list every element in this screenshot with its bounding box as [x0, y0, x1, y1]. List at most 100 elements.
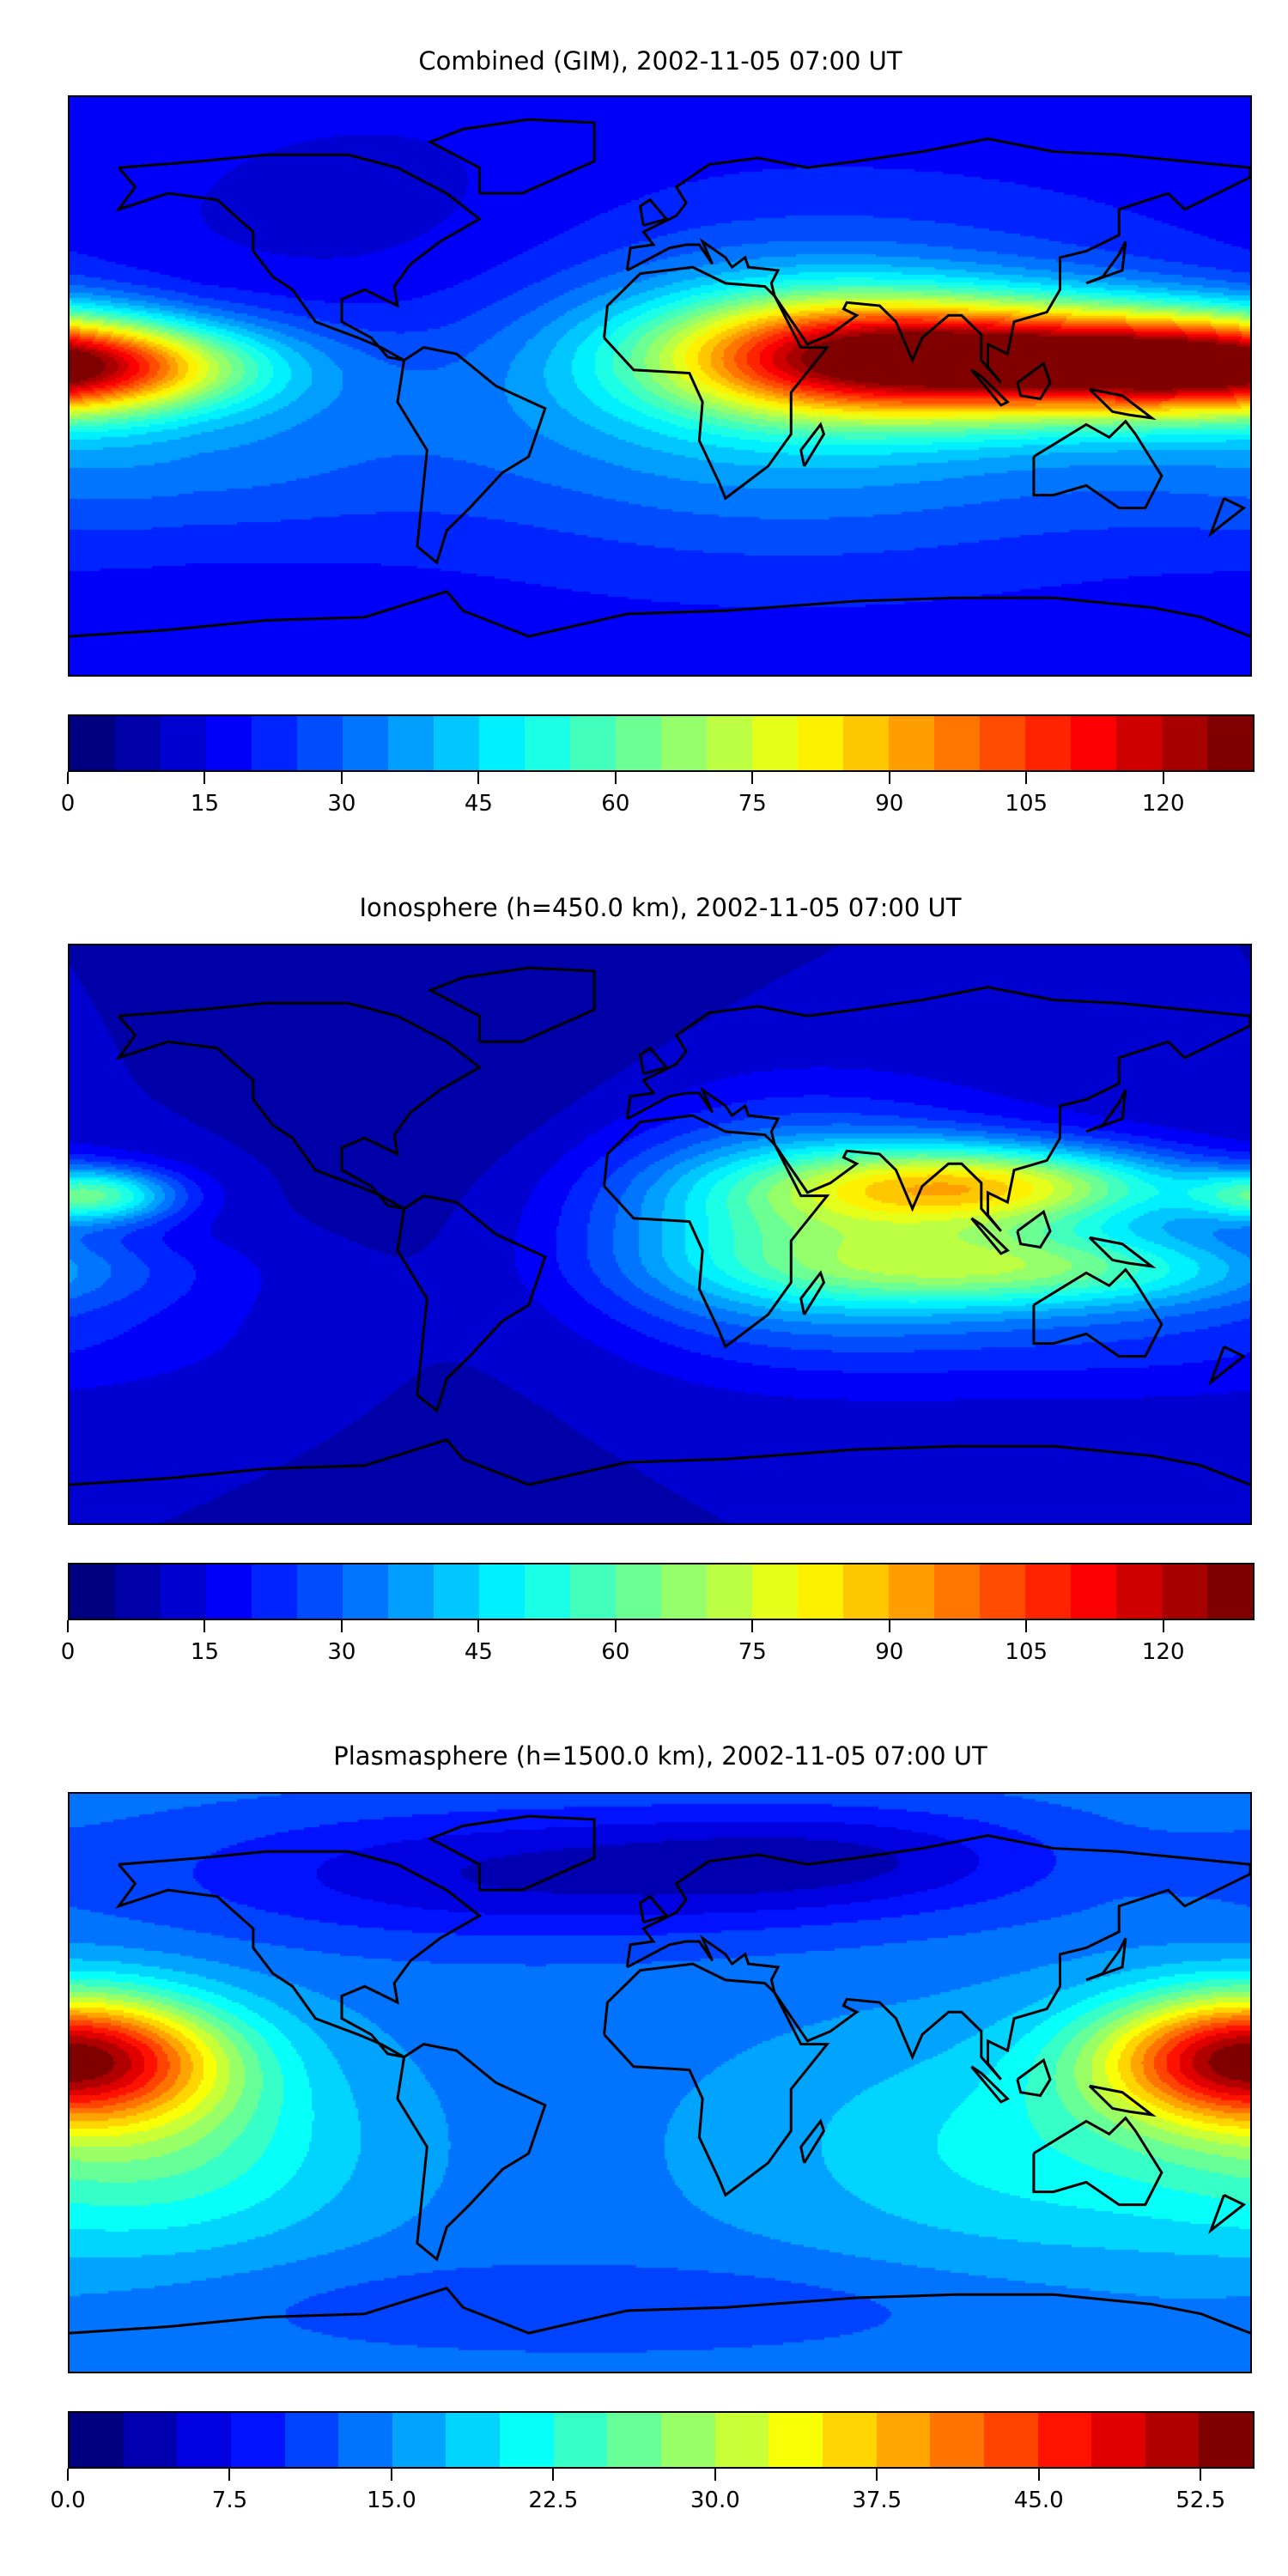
coastline	[603, 265, 830, 501]
colorbar-bin	[161, 716, 206, 770]
colorbar-bin	[752, 716, 798, 770]
coastline	[970, 1217, 1010, 1255]
coastline	[638, 197, 669, 228]
colorbar-bin	[525, 716, 570, 770]
coastline	[1016, 361, 1052, 401]
coastline	[1085, 1089, 1127, 1133]
coastline	[638, 1894, 669, 1924]
coastlines-plasmasphere	[70, 1814, 1250, 2335]
coastline	[1085, 240, 1127, 285]
colorbar-tick-mark	[888, 772, 890, 784]
coastline	[1032, 419, 1163, 510]
coastline	[625, 986, 1250, 1232]
colorbar-bin	[1071, 716, 1116, 770]
chart-title-combined: Combined (GIM), 2002-11-05 07:00 UT	[418, 46, 902, 76]
colorbar-bin	[661, 1564, 707, 1619]
colorbar-bin	[446, 2413, 501, 2467]
coastline	[70, 2287, 1250, 2335]
coastline	[603, 1962, 830, 2197]
colorbar-bin	[570, 1564, 616, 1619]
map-combined	[68, 95, 1252, 677]
colorbar-bin	[798, 716, 843, 770]
colorbar-bin	[714, 2413, 769, 2467]
colorbar-tick-label: 0	[60, 791, 76, 817]
colorbar-tick-mark	[67, 2469, 69, 2481]
colorbar-bin	[822, 2413, 877, 2467]
colorbar-tick-label: 75	[738, 1639, 767, 1665]
colorbar-bin	[843, 716, 889, 770]
colorbar-bin	[661, 2413, 715, 2467]
colorbar-ticks-plasmasphere: 0.0 7.5 15.0 22.5 30.0 37.5 45.0 52.5	[50, 2469, 1255, 2520]
coastline	[625, 137, 1250, 384]
colorbar-tick-label: 22.5	[528, 2488, 579, 2513]
colorbar-tick-label: 0.0	[50, 2488, 86, 2513]
colorbar-bin	[177, 2413, 231, 2467]
colorbar-plasmasphere	[68, 2411, 1255, 2469]
colorbar-tick-label: 15	[190, 1639, 219, 1665]
colorbar-tick-label: 7.5	[211, 2488, 248, 2513]
map-ionosphere	[68, 944, 1252, 1525]
colorbar-tick-mark	[614, 772, 617, 784]
colorbar-tick-mark	[477, 772, 480, 784]
colorbar-tick-mark	[1025, 772, 1028, 784]
coastline	[427, 966, 596, 1043]
coastline	[1032, 2116, 1163, 2207]
colorbar-tick-label: 45.0	[1013, 2488, 1064, 2513]
colorbar-tick-label: 30	[327, 1639, 356, 1665]
colorbar-tick-label: 30.0	[690, 2488, 740, 2513]
colorbar-tick-mark	[1200, 2469, 1202, 2481]
coastline	[1207, 1346, 1247, 1386]
colorbar-tick-label: 90	[875, 791, 904, 817]
colorbar-bin	[1116, 716, 1162, 770]
coastlines-combined	[70, 118, 1250, 638]
coastline	[625, 1834, 1250, 2081]
tec-field-plasmasphere	[70, 1794, 1250, 2372]
colorbar-tick-mark	[228, 2469, 231, 2481]
colorbar-ticks-ionosphere: 0 15 30 45 60 75 90 105 120	[61, 1620, 1255, 1672]
chart-title-plasmasphere: Plasmasphere (h=1500.0 km), 2002-11-05 0…	[333, 1741, 987, 1771]
coastline	[115, 1001, 483, 1211]
colorbar-bin	[889, 716, 934, 770]
colorbar-tick-mark	[390, 2469, 392, 2481]
colorbar-bin	[930, 2413, 984, 2467]
colorbar-tick-mark	[1162, 1620, 1164, 1632]
colorbar-bin	[661, 716, 707, 770]
colorbar-bin	[983, 2413, 1038, 2467]
colorbar-bin	[388, 1564, 434, 1619]
colorbar-bin	[1207, 1564, 1253, 1619]
colorbar-bin	[392, 2413, 447, 2467]
coastline	[603, 1114, 830, 1349]
colorbar-bin	[479, 716, 525, 770]
colorbar-bin	[616, 1564, 661, 1619]
colorbar-tick-mark	[1037, 2469, 1040, 2481]
colorbar-tick-label: 52.5	[1176, 2488, 1226, 2513]
colorbar-bin	[1071, 1564, 1116, 1619]
colorbar-tick-mark	[477, 1620, 480, 1632]
colorbar-bin	[206, 1564, 252, 1619]
colorbar-bin	[1025, 1564, 1071, 1619]
coastline	[1207, 2194, 1247, 2234]
colorbar-bin	[252, 716, 297, 770]
colorbar-bin	[1037, 2413, 1092, 2467]
coastline	[70, 1438, 1250, 1486]
colorbar-tick-mark	[340, 1620, 343, 1632]
colorbar-bin	[1162, 1564, 1207, 1619]
colorbar-tick-mark	[876, 2469, 878, 2481]
colorbar-bin	[553, 2413, 608, 2467]
colorbar-bin	[1162, 716, 1207, 770]
coastline	[638, 1046, 669, 1076]
colorbar-tick-label: 120	[1141, 791, 1185, 817]
coastline	[1088, 2084, 1157, 2117]
colorbar-tick-label: 0	[60, 1639, 76, 1665]
colorbar-tick-label: 45	[464, 791, 493, 817]
map-plasmasphere	[68, 1792, 1252, 2373]
colorbar-tick-label: 60	[601, 791, 630, 817]
colorbar-bin	[230, 2413, 285, 2467]
coastline	[396, 1194, 547, 1413]
coastline	[970, 368, 1010, 407]
colorbar-tick-mark	[714, 2469, 716, 2481]
colorbar-bin	[338, 2413, 392, 2467]
colorbar-bin	[980, 716, 1025, 770]
colorbar-tick-mark	[751, 1620, 754, 1632]
colorbar-tick-label: 15.0	[366, 2488, 416, 2513]
